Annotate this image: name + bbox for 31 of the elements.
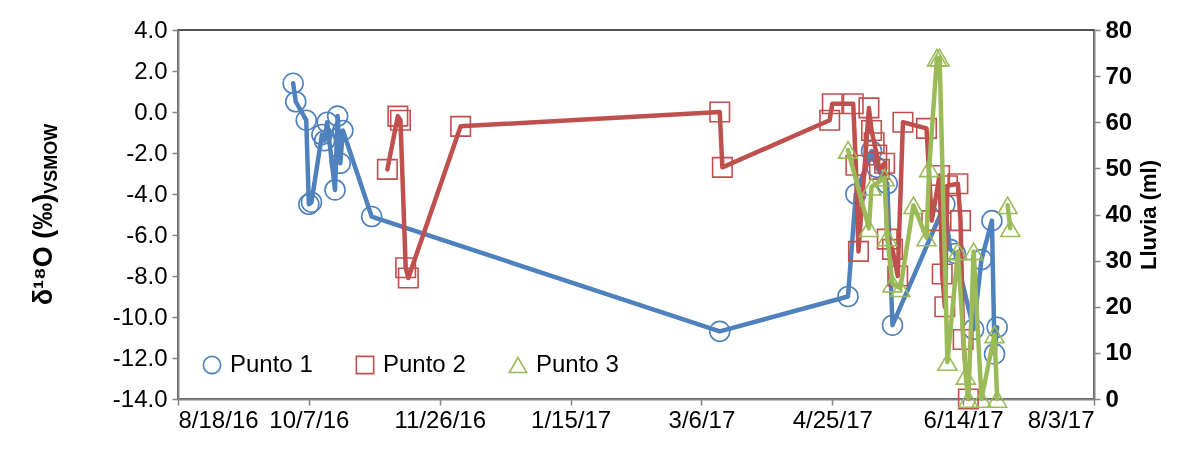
- x-tick-label: 10/7/16: [269, 405, 350, 433]
- y2-tick-label: 80: [1105, 15, 1133, 43]
- x-tick-label: 8/3/17: [1027, 405, 1095, 433]
- y2-tick-label: 60: [1105, 107, 1133, 135]
- y-tick-label: -14.0: [112, 384, 168, 412]
- y-tick-label: -10.0: [112, 302, 168, 330]
- x-tick-label: 3/6/17: [668, 405, 736, 433]
- y-tick-label: -8.0: [126, 261, 168, 289]
- x-tick-label: 6/14/17: [923, 405, 1004, 433]
- legend-label: Punto 3: [536, 350, 619, 377]
- y-tick-label: 4.0: [134, 15, 168, 43]
- x-tick-label: 4/25/17: [792, 405, 873, 433]
- x-tick-label: 11/26/16: [394, 405, 487, 433]
- y2-tick-label: 20: [1105, 292, 1133, 320]
- y2-tick-label: 40: [1105, 200, 1133, 227]
- y-tick-label: -12.0: [112, 343, 168, 371]
- legend-label: Punto 1: [230, 350, 313, 377]
- y2-tick-label: 50: [1105, 153, 1133, 181]
- y2-tick-label: 70: [1105, 61, 1133, 89]
- x-tick-label: 1/15/17: [531, 405, 612, 433]
- y2-tick-label: 0: [1105, 384, 1119, 412]
- y-tick-label: -6.0: [126, 220, 168, 248]
- legend-label: Punto 2: [383, 350, 466, 377]
- y-tick-label: 0.0: [134, 97, 168, 125]
- y-tick-label: 2.0: [134, 56, 168, 84]
- x-tick-label: 8/18/16: [178, 405, 259, 433]
- y-tick-label: -4.0: [126, 179, 168, 207]
- y2-tick-label: 10: [1105, 338, 1133, 366]
- y-tick-label: -2.0: [126, 138, 168, 166]
- y2-axis-title: Lluvia (ml): [1135, 159, 1161, 271]
- y2-tick-label: 30: [1105, 246, 1133, 274]
